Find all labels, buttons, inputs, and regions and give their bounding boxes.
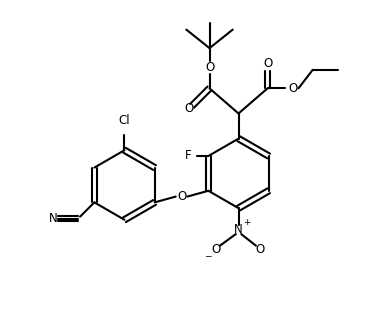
Text: N: N bbox=[49, 212, 57, 225]
Text: N: N bbox=[234, 223, 243, 236]
Text: −: − bbox=[204, 251, 211, 260]
Text: O: O bbox=[177, 190, 186, 203]
Text: O: O bbox=[185, 102, 194, 115]
Text: O: O bbox=[263, 57, 272, 70]
Text: O: O bbox=[288, 82, 297, 95]
Text: O: O bbox=[255, 243, 264, 256]
Text: +: + bbox=[243, 218, 251, 227]
Text: F: F bbox=[185, 149, 192, 163]
Text: Cl: Cl bbox=[119, 114, 130, 127]
Text: O: O bbox=[205, 61, 214, 74]
Text: O: O bbox=[211, 243, 221, 256]
